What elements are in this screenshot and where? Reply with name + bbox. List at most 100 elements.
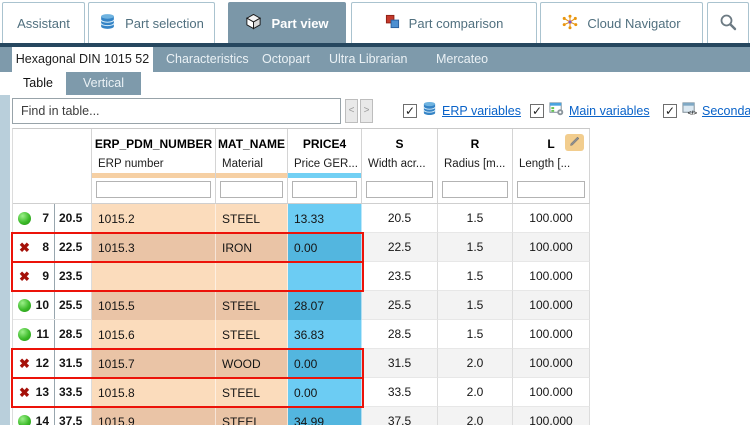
table-row[interactable]: ✖ 13 33.5 1015.8 STEEL 0.00 33.5 2.0 100.000 — [11, 377, 590, 408]
table-row[interactable]: ✖ 12 31.5 1015.7 WOOD 0.00 31.5 2.0 100.000 — [11, 348, 590, 379]
row-header-cell[interactable]: ✖ 9 23.5 — [13, 262, 92, 291]
cell-l[interactable]: 100.000 — [513, 233, 590, 262]
cell-erp[interactable]: 1015.3 — [92, 233, 216, 262]
cell-l[interactable]: 100.000 — [513, 291, 590, 320]
tab-octopart[interactable]: Octopart — [262, 52, 310, 66]
cell-mat[interactable] — [216, 262, 288, 291]
cell-erp[interactable]: 1015.7 — [92, 349, 216, 378]
secondary-variables-checkbox[interactable] — [663, 104, 677, 118]
cell-erp[interactable]: 1015.9 — [92, 407, 216, 425]
cell-s[interactable]: 23.5 — [362, 262, 438, 291]
cell-price[interactable]: 0.00 — [288, 349, 362, 378]
tab-part-selection[interactable]: Part selection — [88, 2, 215, 43]
cell-r[interactable]: 1.5 — [438, 320, 513, 349]
tab-cloud-navigator[interactable]: Cloud Navigator — [540, 2, 703, 43]
table-row[interactable]: ✖ 9 23.5 23.5 1.5 100.000 — [11, 261, 590, 292]
row-header-cell[interactable]: 10 25.5 — [13, 291, 92, 320]
column-header-r[interactable]: R Radius [m... — [438, 129, 513, 203]
cell-l[interactable]: 100.000 — [513, 320, 590, 349]
table-toolbar: < > ERP variables Main variables </> Sec… — [10, 95, 750, 128]
secondary-variables-link[interactable]: Seconda — [702, 104, 750, 118]
cell-mat[interactable]: STEEL — [216, 320, 288, 349]
tab-part-view[interactable]: Part view — [228, 2, 346, 43]
tab-search[interactable] — [707, 2, 749, 43]
cell-price[interactable] — [288, 262, 362, 291]
main-variables-checkbox[interactable] — [530, 104, 544, 118]
table-row[interactable]: 11 28.5 1015.6 STEEL 36.83 28.5 1.5 100.000 — [13, 320, 590, 349]
cell-mat[interactable]: STEEL — [216, 291, 288, 320]
cell-s[interactable]: 31.5 — [362, 349, 438, 378]
cell-r[interactable]: 1.5 — [438, 233, 513, 262]
column-header-price[interactable]: PRICE4 Price GER... — [288, 129, 362, 203]
column-filter-s[interactable] — [366, 181, 433, 198]
tab-mercateo[interactable]: Mercateo — [436, 52, 489, 66]
tab-characteristics[interactable]: Characteristics — [166, 52, 249, 66]
cell-l[interactable]: 100.000 — [513, 204, 590, 233]
table-row[interactable]: 7 20.5 1015.2 STEEL 13.33 20.5 1.5 100.000 — [13, 204, 590, 233]
cell-erp[interactable]: 1015.2 — [92, 204, 216, 233]
find-in-table-input[interactable] — [12, 98, 341, 124]
cell-mat[interactable]: WOOD — [216, 349, 288, 378]
cell-r[interactable]: 1.5 — [438, 291, 513, 320]
tab-vertical-view[interactable]: Vertical — [66, 72, 141, 95]
tab-assistant[interactable]: Assistant — [2, 2, 85, 43]
column-header-erp[interactable]: ERP_PDM_NUMBER ERP number — [92, 129, 216, 203]
table-row[interactable]: ✖ 8 22.5 1015.3 IRON 0.00 22.5 1.5 100.000 — [11, 232, 590, 263]
cell-r[interactable]: 2.0 — [438, 378, 513, 407]
cell-price[interactable]: 13.33 — [288, 204, 362, 233]
cell-s[interactable]: 37.5 — [362, 407, 438, 425]
column-filter-erp[interactable] — [96, 181, 211, 198]
column-header-s[interactable]: S Width acr... — [362, 129, 438, 203]
column-filter-l[interactable] — [517, 181, 585, 198]
row-header-cell[interactable]: ✖ 12 31.5 — [13, 349, 92, 378]
column-filter-mat[interactable] — [220, 181, 283, 198]
cell-s[interactable]: 20.5 — [362, 204, 438, 233]
column-filter-r[interactable] — [442, 181, 508, 198]
cell-erp[interactable] — [92, 262, 216, 291]
cell-price[interactable]: 0.00 — [288, 233, 362, 262]
cell-s[interactable]: 28.5 — [362, 320, 438, 349]
row-header-cell[interactable]: 14 37.5 — [13, 407, 92, 425]
cell-mat[interactable]: IRON — [216, 233, 288, 262]
cell-s[interactable]: 25.5 — [362, 291, 438, 320]
row-header-cell[interactable]: 7 20.5 — [13, 204, 92, 233]
tab-ultra-librarian[interactable]: Ultra Librarian — [329, 52, 408, 66]
cell-r[interactable]: 1.5 — [438, 262, 513, 291]
table-row[interactable]: 10 25.5 1015.5 STEEL 28.07 25.5 1.5 100.000 — [13, 291, 590, 320]
column-header-l[interactable]: L Length [... — [513, 129, 590, 203]
cell-price[interactable]: 36.83 — [288, 320, 362, 349]
tab-part-name[interactable]: Hexagonal DIN 1015 52 — [12, 47, 153, 72]
cell-r[interactable]: 2.0 — [438, 407, 513, 425]
erp-variables-checkbox[interactable] — [403, 104, 417, 118]
row-header-cell[interactable]: ✖ 8 22.5 — [13, 233, 92, 262]
row-header-cell[interactable]: ✖ 13 33.5 — [13, 378, 92, 407]
cell-s[interactable]: 22.5 — [362, 233, 438, 262]
find-next-button[interactable]: > — [360, 99, 373, 123]
cell-l[interactable]: 100.000 — [513, 349, 590, 378]
cell-erp[interactable]: 1015.8 — [92, 378, 216, 407]
column-header-mat[interactable]: MAT_NAME Material — [216, 129, 288, 203]
cell-mat[interactable]: STEEL — [216, 407, 288, 425]
cell-r[interactable]: 2.0 — [438, 349, 513, 378]
find-previous-button[interactable]: < — [345, 99, 358, 123]
cell-mat[interactable]: STEEL — [216, 204, 288, 233]
cell-erp[interactable]: 1015.6 — [92, 320, 216, 349]
cell-l[interactable]: 100.000 — [513, 378, 590, 407]
row-header-cell[interactable]: 11 28.5 — [13, 320, 92, 349]
cell-l[interactable]: 100.000 — [513, 407, 590, 425]
cell-price[interactable]: 0.00 — [288, 378, 362, 407]
main-variables-link[interactable]: Main variables — [569, 104, 650, 118]
table-row[interactable]: 14 37.5 1015.9 STEEL 34.99 37.5 2.0 100.000 — [13, 407, 590, 425]
cell-price[interactable]: 28.07 — [288, 291, 362, 320]
cell-mat[interactable]: STEEL — [216, 378, 288, 407]
tab-table-view[interactable]: Table — [12, 72, 64, 95]
column-filter-price[interactable] — [292, 181, 357, 198]
tab-part-comparison[interactable]: Part comparison — [351, 2, 537, 43]
cell-erp[interactable]: 1015.5 — [92, 291, 216, 320]
erp-variables-link[interactable]: ERP variables — [442, 104, 521, 118]
cell-s[interactable]: 33.5 — [362, 378, 438, 407]
cell-l[interactable]: 100.000 — [513, 262, 590, 291]
edit-column-button[interactable] — [565, 134, 584, 151]
cell-r[interactable]: 1.5 — [438, 204, 513, 233]
cell-price[interactable]: 34.99 — [288, 407, 362, 425]
